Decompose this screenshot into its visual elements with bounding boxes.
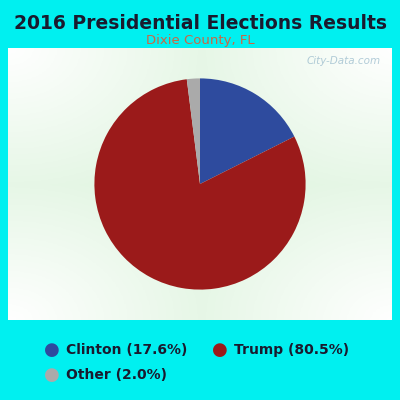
Wedge shape: [200, 78, 294, 184]
Text: 2016 Presidential Elections Results: 2016 Presidential Elections Results: [14, 14, 386, 33]
Text: Other (2.0%): Other (2.0%): [66, 368, 167, 382]
Text: ●: ●: [44, 366, 60, 384]
Text: Trump (80.5%): Trump (80.5%): [234, 343, 349, 357]
Text: ●: ●: [212, 341, 228, 359]
Text: ●: ●: [44, 341, 60, 359]
Wedge shape: [187, 78, 200, 184]
Text: Dixie County, FL: Dixie County, FL: [146, 34, 254, 47]
Wedge shape: [94, 79, 306, 290]
Text: Clinton (17.6%): Clinton (17.6%): [66, 343, 187, 357]
Text: City-Data.com: City-Data.com: [306, 56, 380, 66]
